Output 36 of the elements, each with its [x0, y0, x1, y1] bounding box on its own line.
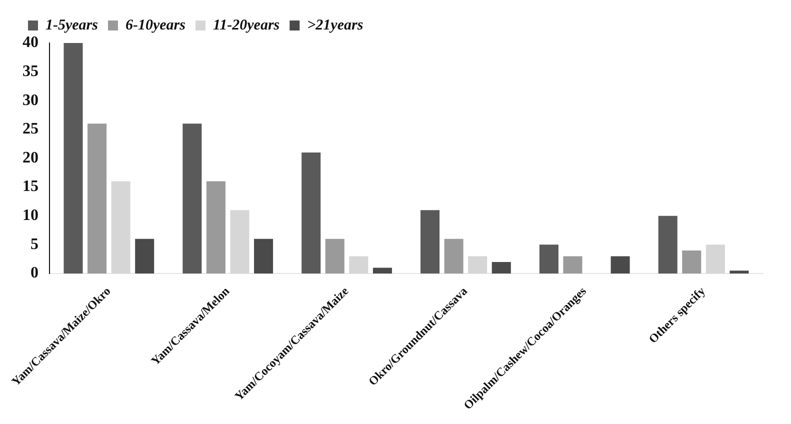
bar: [88, 124, 107, 274]
bar: [610, 256, 630, 274]
y-tick-label: 25: [22, 120, 38, 138]
y-tick-label: 35: [22, 62, 38, 80]
bar: [563, 256, 582, 274]
bar: [64, 43, 83, 274]
legend-label: >21years: [307, 17, 364, 34]
bar: [444, 238, 464, 274]
bar: [325, 238, 344, 274]
y-tick-label: 15: [22, 178, 38, 196]
y-tick-label: 30: [22, 92, 38, 109]
bar: [254, 238, 274, 274]
bar: [372, 268, 392, 274]
bar: [658, 216, 678, 274]
bar: [682, 250, 702, 274]
y-tick-label: 0: [30, 264, 38, 282]
legend-label: 11-20years: [212, 17, 280, 34]
bar: [135, 238, 154, 274]
bar: [468, 256, 488, 274]
bar: [230, 210, 250, 274]
bar: [111, 181, 130, 274]
bar: [539, 244, 558, 274]
bar: [730, 270, 749, 274]
bar: [492, 262, 511, 274]
y-tick-label: 10: [22, 207, 38, 224]
bar: [206, 181, 226, 274]
bar: [349, 256, 368, 274]
bar: [706, 244, 725, 274]
legend-label: 1-5years: [46, 17, 98, 34]
y-tick-label: 40: [22, 34, 38, 52]
bar: [302, 152, 321, 274]
legend-label: 6-10years: [125, 17, 186, 34]
y-tick-label: 5: [30, 236, 38, 253]
bar: [182, 124, 202, 274]
y-tick-label: 20: [22, 149, 38, 166]
bar: [420, 210, 440, 274]
